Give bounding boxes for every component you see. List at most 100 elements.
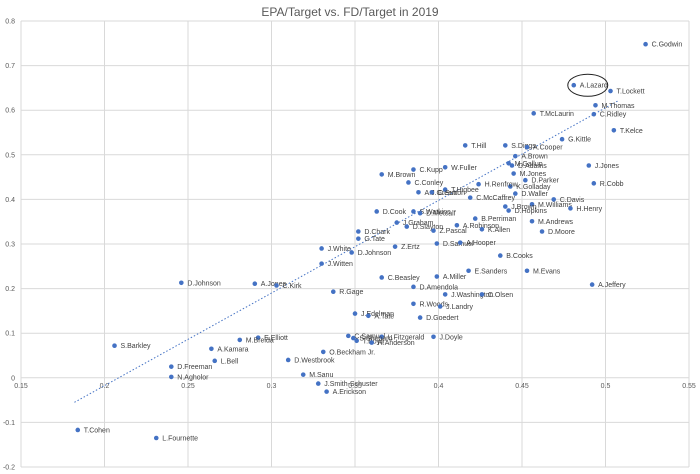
point-label: D.Waller: [521, 191, 548, 198]
point-label: J.Landry: [446, 304, 473, 311]
data-point: A.Erickson: [324, 389, 366, 396]
point-label: C.Samuel: [354, 333, 385, 340]
data-point: M.Gallup: [506, 161, 543, 168]
point-marker: [255, 335, 261, 340]
point-marker: [354, 338, 359, 344]
point-label: C.Kirk: [283, 283, 303, 290]
point-label: W.Fuller: [451, 165, 477, 172]
data-point: C.Kupp: [411, 167, 443, 174]
data-point: C.Sutton: [429, 190, 465, 197]
point-marker: [351, 335, 356, 341]
point-label: T.Kelce: [620, 128, 643, 135]
data-point: J.Doyle: [431, 334, 463, 341]
y-tick-label: 0.7: [5, 63, 15, 70]
point-label: J.Brown: [511, 204, 536, 211]
point-label: J.Smith-Schuster: [324, 381, 378, 388]
point-marker: [411, 209, 416, 214]
point-label: D.Slayton: [413, 224, 443, 231]
point-label: R.Anderson: [378, 340, 415, 347]
point-label: A.Jeffery: [598, 282, 626, 289]
point-marker: [571, 82, 577, 88]
point-label: M.Brown: [388, 172, 416, 179]
x-tick-label: 0.3: [267, 383, 277, 390]
data-point: D.Goedert: [417, 315, 458, 322]
data-point: J.Smith-Schuster: [315, 381, 378, 388]
x-tick-label: 0.4: [434, 383, 444, 390]
point-marker: [300, 372, 306, 377]
point-marker: [513, 191, 518, 196]
chart-title: EPA/Target vs. FD/Target in 2019: [261, 5, 439, 19]
point-marker: [539, 229, 545, 234]
point-marker: [356, 229, 361, 234]
point-marker: [509, 163, 515, 168]
point-marker: [643, 41, 648, 47]
point-marker: [591, 181, 597, 186]
point-marker: [209, 346, 214, 352]
point-label: O.Beckham Jr.: [329, 349, 375, 356]
data-point: A.Miller: [434, 274, 467, 281]
data-point: G.Tate: [356, 236, 385, 243]
point-marker: [319, 261, 324, 266]
data-point: D.Chark: [356, 229, 391, 236]
data-point: S.Barkley: [112, 343, 151, 350]
point-label: R.Gage: [339, 289, 363, 296]
point-label: J.Edelman: [361, 311, 394, 318]
data-point: J.White: [319, 246, 351, 253]
point-marker: [169, 364, 174, 369]
data-point: M.Thomas: [593, 103, 635, 110]
data-point: C.Conley: [406, 180, 444, 187]
point-marker: [315, 381, 321, 386]
point-marker: [352, 311, 358, 316]
point-marker: [472, 216, 478, 221]
point-marker: [112, 343, 117, 348]
point-marker: [559, 136, 565, 142]
data-point: M.Sanu: [300, 372, 333, 379]
data-point: H.Henry: [568, 206, 603, 213]
point-marker: [479, 226, 485, 232]
point-marker: [379, 334, 385, 340]
point-marker: [591, 111, 597, 117]
point-marker: [442, 164, 448, 170]
point-marker: [320, 349, 326, 355]
data-point: A.Jones: [252, 281, 287, 288]
point-label: K.Golladay: [516, 184, 551, 191]
point-marker: [593, 102, 598, 108]
point-label: K.Allen: [488, 227, 510, 234]
point-label: M.Gallup: [515, 161, 543, 168]
data-point: R.Cobb: [591, 181, 624, 188]
data-point: A.Hooper: [457, 240, 496, 247]
y-tick-label: 0.1: [5, 331, 15, 338]
point-label: T.McLaurin: [540, 111, 574, 118]
data-point: T.Kelce: [611, 128, 643, 135]
point-marker: [431, 228, 436, 233]
point-marker: [212, 358, 218, 364]
point-label: L.Fournette: [162, 436, 198, 443]
point-marker: [589, 282, 595, 287]
data-point: C.Godwin: [643, 42, 682, 49]
data-point: C.Davis: [551, 197, 585, 204]
data-point: K.Allen: [479, 226, 510, 234]
x-tick-label: 0.35: [348, 383, 362, 390]
y-tick-label: 0.2: [5, 286, 15, 293]
data-point: M.Brown: [379, 172, 415, 179]
point-label: C.Beasley: [388, 275, 420, 282]
point-marker: [529, 202, 535, 207]
point-marker: [379, 275, 385, 280]
point-label: A.Lazard: [580, 83, 608, 90]
data-point: J.Edelman: [352, 311, 394, 318]
y-tick-label: 0.8: [5, 19, 15, 26]
point-marker: [417, 315, 423, 320]
point-marker: [379, 172, 385, 177]
data-point: J.Landry: [437, 304, 474, 311]
data-point: H.Renfrow: [476, 182, 519, 189]
point-label: D.Adams: [518, 163, 547, 170]
point-marker: [508, 184, 513, 189]
point-label: J.Doyle: [439, 334, 462, 341]
point-marker: [524, 268, 530, 274]
x-tick-label: 0.55: [682, 383, 696, 390]
data-point: T.Higbee: [442, 187, 479, 194]
point-label: Z.Ertz: [401, 244, 420, 251]
point-marker: [586, 163, 592, 168]
point-marker: [330, 289, 336, 295]
